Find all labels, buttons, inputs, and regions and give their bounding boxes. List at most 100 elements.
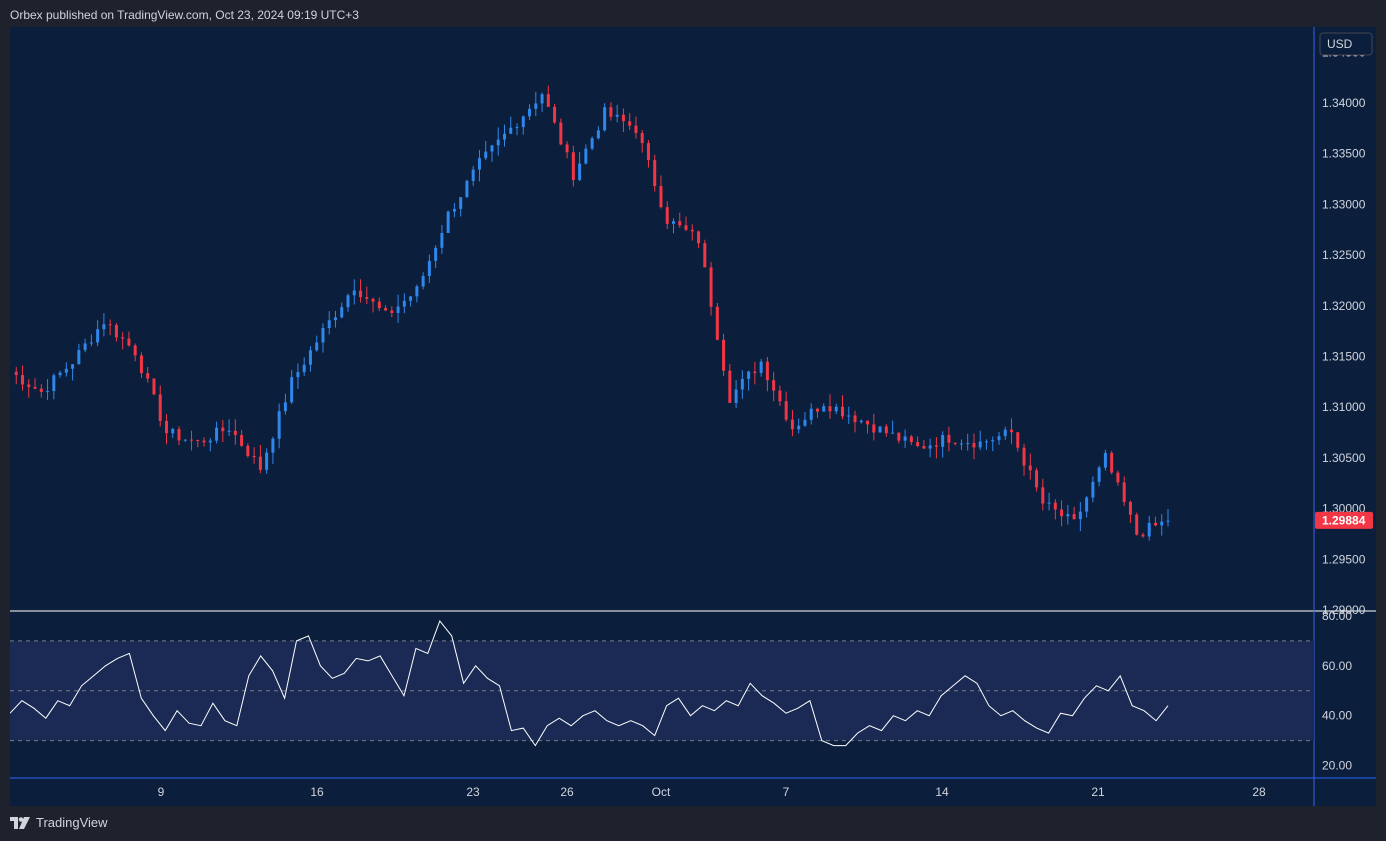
- candle: [152, 378, 156, 396]
- candle: [534, 91, 538, 117]
- candle: [52, 373, 56, 400]
- footer-bar: [0, 806, 1386, 841]
- price-tick-label: 1.29000: [1322, 603, 1366, 617]
- candle: [784, 391, 788, 422]
- candle: [790, 409, 794, 437]
- candle: [459, 197, 463, 217]
- currency-label[interactable]: USD: [1319, 32, 1373, 56]
- candle: [809, 403, 813, 425]
- candle: [177, 426, 181, 446]
- candle: [997, 431, 1001, 445]
- chart-svg[interactable]: 1.345001.340001.335001.330001.325001.320…: [10, 27, 1376, 806]
- candle: [233, 419, 237, 445]
- candle: [1091, 476, 1095, 503]
- candle: [1135, 512, 1139, 536]
- time-tick-label: 16: [310, 785, 324, 799]
- candle: [221, 420, 225, 442]
- candle: [96, 320, 100, 347]
- candle: [139, 352, 143, 379]
- candle: [1035, 467, 1039, 492]
- candle: [634, 116, 638, 139]
- candle: [684, 216, 688, 232]
- candle: [21, 365, 25, 391]
- candle: [283, 393, 287, 415]
- tradingview-logo-icon: [10, 816, 30, 829]
- candle: [1141, 532, 1145, 538]
- candle: [822, 403, 826, 412]
- candle: [815, 407, 819, 418]
- candle: [39, 384, 43, 398]
- candles-group: [14, 85, 1170, 541]
- candle: [396, 294, 400, 323]
- candle: [252, 447, 256, 464]
- candle: [734, 379, 738, 409]
- candle: [584, 144, 588, 165]
- candle: [14, 367, 18, 385]
- candle: [1116, 470, 1120, 486]
- candle: [978, 430, 982, 451]
- price-tick-label: 1.32000: [1322, 299, 1366, 313]
- candle: [452, 202, 456, 218]
- candle: [596, 126, 600, 140]
- candle: [772, 371, 776, 402]
- candle: [277, 403, 281, 449]
- header-bar: Orbex published on TradingView.com, Oct …: [0, 0, 1386, 28]
- candle: [565, 141, 569, 159]
- candle: [1047, 492, 1051, 511]
- candle: [102, 313, 106, 337]
- rsi-tick-label: 80.00: [1322, 609, 1352, 623]
- rsi-axis-ticks: 80.00 60.00 40.00 20.00: [1322, 609, 1352, 773]
- candle: [778, 385, 782, 406]
- candle: [722, 333, 726, 377]
- candle: [77, 343, 81, 365]
- candle: [46, 379, 50, 400]
- candle: [1078, 502, 1082, 532]
- candle: [621, 108, 625, 133]
- candle: [678, 212, 682, 228]
- time-axis-bg: [10, 779, 1314, 806]
- published-caption: Orbex published on TradingView.com, Oct …: [10, 8, 359, 22]
- candle: [934, 436, 938, 459]
- candle: [571, 145, 575, 187]
- candle: [872, 413, 876, 441]
- candle: [496, 127, 500, 156]
- candle: [384, 305, 388, 312]
- chart-area[interactable]: 1.345001.340001.335001.330001.325001.320…: [10, 27, 1376, 806]
- candle: [327, 311, 331, 335]
- candle: [553, 103, 557, 124]
- candle: [765, 356, 769, 392]
- candle: [377, 297, 381, 312]
- candle: [227, 419, 231, 436]
- candle: [415, 284, 419, 303]
- rsi-tick-label: 40.00: [1322, 709, 1352, 723]
- price-tick-label: 1.31500: [1322, 350, 1366, 364]
- candle: [1053, 499, 1057, 520]
- candle: [959, 439, 963, 451]
- candle: [546, 85, 550, 108]
- tradingview-logo[interactable]: TradingView: [10, 815, 108, 830]
- candle: [759, 358, 763, 377]
- time-tick-label: Oct: [652, 785, 671, 799]
- candle: [884, 424, 888, 437]
- last-price-badge: 1.29884: [1315, 511, 1373, 529]
- price-tick-label: 1.32500: [1322, 248, 1366, 262]
- candle: [446, 210, 450, 233]
- candle: [859, 419, 863, 424]
- candle: [728, 364, 732, 404]
- candle: [465, 179, 469, 199]
- candle: [27, 379, 31, 398]
- candle: [308, 346, 312, 372]
- candle: [615, 104, 619, 123]
- candle: [841, 395, 845, 420]
- candle: [966, 433, 970, 451]
- candle: [290, 370, 294, 404]
- candle: [158, 385, 162, 427]
- candle: [653, 154, 657, 192]
- tradingview-logo-text: TradingView: [36, 815, 108, 830]
- currency-text: USD: [1327, 37, 1353, 51]
- candle: [208, 437, 212, 452]
- candle: [121, 332, 125, 350]
- candle: [258, 444, 262, 474]
- candle: [133, 343, 137, 362]
- candle: [515, 123, 519, 136]
